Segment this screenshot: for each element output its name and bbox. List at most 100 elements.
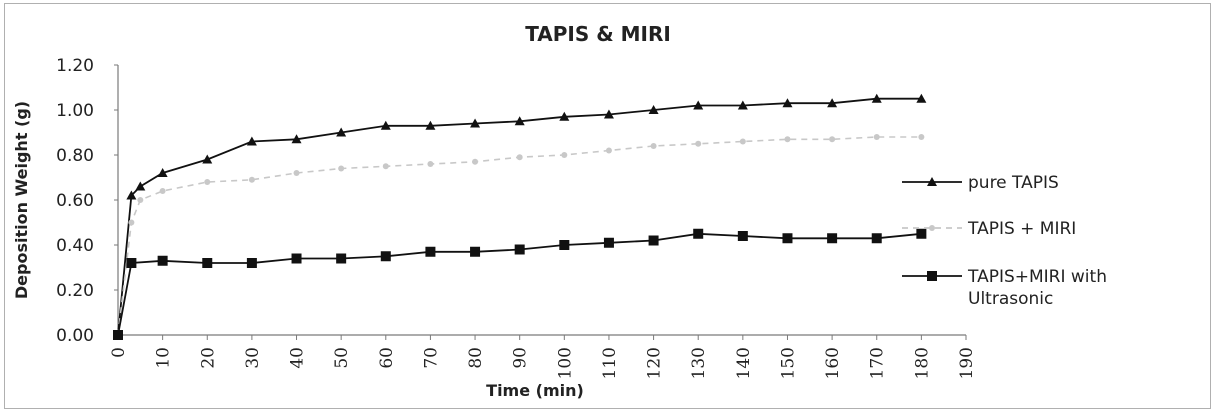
legend: pure TAPIS TAPIS + MIRI TAPIS+MIRI with Ult… — [902, 173, 1107, 309]
legend-label: TAPIS + MIRI — [967, 219, 1076, 239]
x-axis-label: Time (min) — [486, 381, 584, 400]
x-tick-label: 10 — [154, 347, 174, 369]
y-tick-label: 0.40 — [56, 236, 94, 256]
series-2-point — [784, 136, 791, 143]
chart-frame — [4, 3, 1211, 409]
x-tick-label: 30 — [243, 347, 263, 369]
y-axis-label: Deposition Weight (g) — [12, 101, 31, 299]
series-2-point — [427, 161, 434, 167]
series-1-point — [514, 116, 525, 126]
x-tick-label: 100 — [555, 347, 575, 379]
series-2-point — [128, 219, 135, 226]
legend-marker — [927, 177, 937, 186]
series-3-point — [782, 233, 793, 244]
series-2-point — [873, 134, 880, 140]
y-tick-label: 0.80 — [56, 146, 94, 166]
series-2-point — [605, 147, 612, 154]
series-3-point — [246, 258, 257, 268]
series-3-point — [380, 251, 391, 262]
series-2 — [115, 134, 925, 338]
x-tick-label: 90 — [511, 347, 531, 369]
series-2-line — [117, 136, 922, 336]
x-tick-label: 40 — [288, 347, 308, 369]
legend-item-3: TAPIS+MIRI with Ultrasonic — [902, 267, 1107, 309]
legend-item-2: TAPIS + MIRI — [902, 219, 1076, 239]
series-2-point — [561, 152, 568, 158]
y-tick-label: 0.20 — [56, 281, 94, 301]
x-tick-label: 180 — [912, 347, 932, 379]
series-2-point — [137, 197, 144, 203]
series-3-line — [117, 232, 922, 336]
x-tick-label: 70 — [421, 347, 441, 369]
x-tick-label: 190 — [957, 347, 977, 379]
series-1 — [113, 93, 927, 339]
series-3-point — [693, 228, 704, 239]
x-tick-label: 150 — [778, 347, 798, 379]
series-1-point — [871, 93, 882, 103]
series-2-point — [695, 140, 702, 147]
series-3-point — [559, 240, 570, 250]
series-3-point — [916, 228, 927, 239]
series-3-point — [202, 258, 213, 268]
x-tick-label: 110 — [600, 347, 620, 379]
series-3-point — [737, 231, 748, 241]
x-tick-label: 130 — [689, 347, 709, 379]
y-tick-label: 0.00 — [56, 326, 94, 346]
x-tick-label: 60 — [377, 347, 397, 369]
series-1-point — [425, 120, 436, 130]
series-3-point — [603, 237, 614, 248]
series-1-line — [117, 97, 922, 336]
series-1-point — [782, 98, 793, 108]
x-tick-label: 160 — [823, 347, 843, 379]
series-1-point — [559, 111, 570, 121]
series-3-point — [126, 258, 137, 268]
legend-marker — [929, 225, 935, 231]
series-1-point — [246, 136, 257, 146]
legend-label: pure TAPIS — [968, 173, 1059, 193]
x-tick-label: 20 — [198, 347, 218, 369]
series-1-point — [693, 100, 704, 110]
axes — [117, 65, 966, 336]
legend-label: TAPIS+MIRI with Ultrasonic — [967, 267, 1107, 309]
y-tick-label: 1.00 — [56, 101, 94, 121]
x-tick-label: 170 — [868, 347, 888, 379]
series-1-point — [916, 93, 927, 103]
series-2-point — [739, 138, 746, 145]
series-1-point — [157, 168, 168, 177]
series-2-point — [248, 176, 255, 183]
x-tick-label: 0 — [109, 347, 129, 358]
series-3-point — [336, 253, 347, 264]
series-2-point — [472, 158, 479, 165]
series-1-point — [737, 100, 748, 110]
series-3-point — [113, 330, 123, 340]
series-3-point — [648, 235, 659, 246]
series-3-point — [514, 244, 525, 255]
series-2-point — [159, 188, 166, 194]
x-tick-label: 80 — [466, 347, 486, 369]
chart-title: TAPIS & MIRI — [525, 22, 671, 46]
series-3-point — [470, 246, 481, 257]
x-tick-label: 140 — [734, 347, 754, 379]
series-1-point — [336, 127, 347, 137]
series-2-point — [516, 154, 523, 161]
series-1-point — [648, 105, 659, 114]
series-3 — [113, 228, 927, 340]
series-1-point — [291, 134, 302, 144]
series-2-point — [204, 179, 211, 185]
series-1-point — [470, 118, 481, 128]
y-tick-label: 1.20 — [56, 56, 94, 76]
series-3-point — [871, 233, 882, 244]
series-3-point — [157, 255, 168, 266]
series-3-point — [291, 253, 302, 264]
legend-marker — [927, 271, 937, 281]
y-tick-label: 0.60 — [56, 191, 94, 211]
series-1-point — [126, 190, 137, 200]
series-2-point — [293, 170, 300, 176]
series-2-point — [338, 165, 345, 172]
series-layer — [113, 93, 927, 340]
x-axis-ticks: 0 10 20 30 40 50 60 70 80 90 100 110 120 130 140 150 160… — [109, 335, 977, 379]
series-3-point — [425, 246, 436, 257]
series-2-point — [382, 163, 389, 170]
series-2-point — [650, 143, 657, 149]
